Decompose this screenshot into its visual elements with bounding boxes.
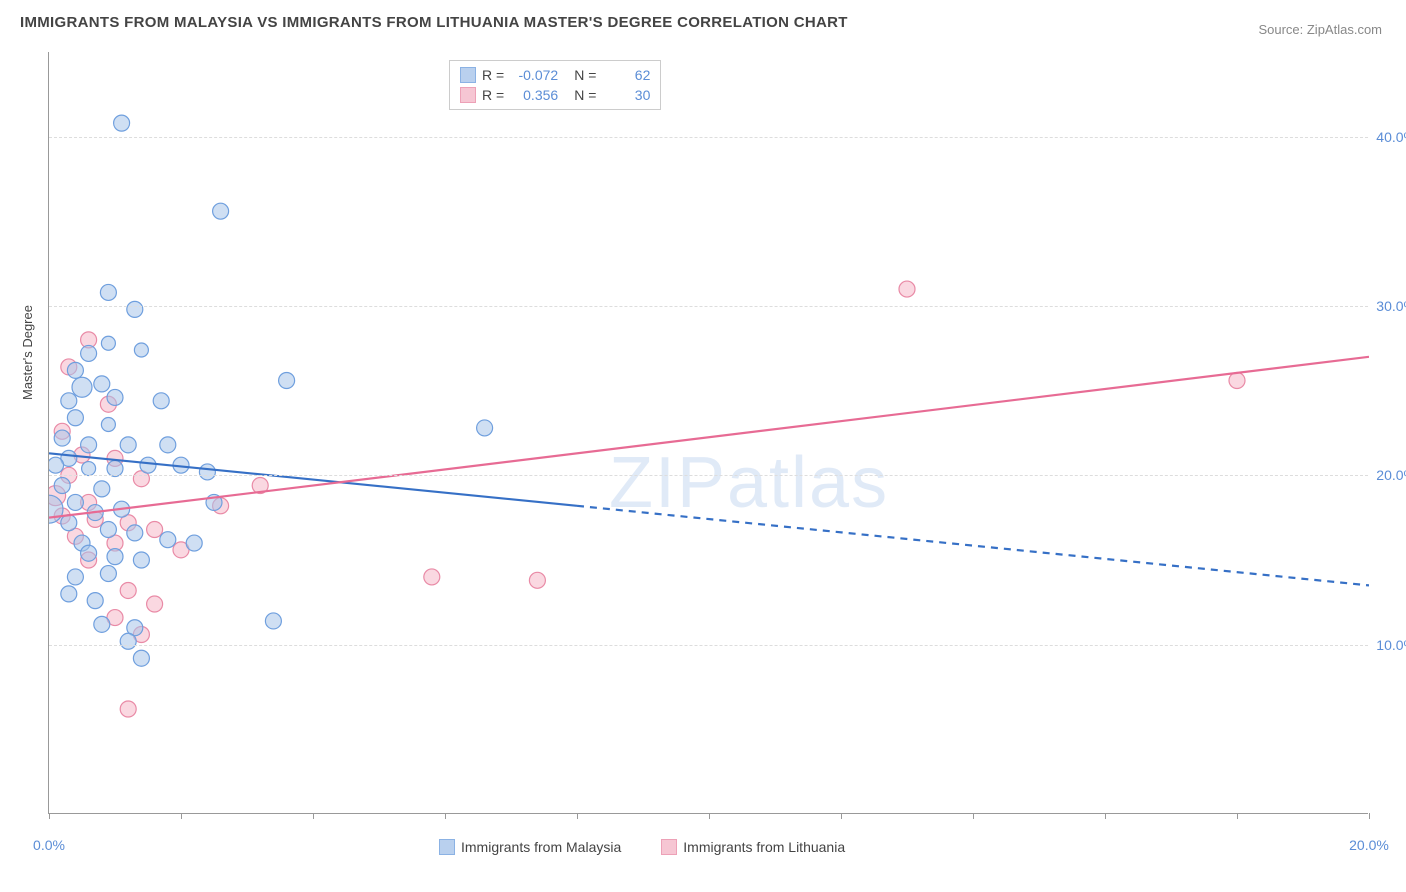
legend-stats-row-lithuania: R = 0.356 N = 30 [460, 85, 650, 105]
x-tick [841, 813, 842, 819]
lithuania-r-value: 0.356 [510, 85, 558, 105]
scatter-plot [49, 52, 1369, 814]
legend-stats-row-malaysia: R = -0.072 N = 62 [460, 65, 650, 85]
n-label: N = [574, 85, 596, 105]
malaysia-swatch-icon [439, 839, 455, 855]
x-tick [181, 813, 182, 819]
lithuania-swatch-icon [460, 87, 476, 103]
x-tick [1105, 813, 1106, 819]
x-tick [1369, 813, 1370, 819]
chart-area: ZIPatlas R = -0.072 N = 62 R = 0.356 N =… [48, 52, 1368, 814]
x-tick [445, 813, 446, 819]
gridline [49, 137, 1368, 138]
x-tick [577, 813, 578, 819]
gridline [49, 475, 1368, 476]
legend-series: Immigrants from Malaysia Immigrants from… [439, 839, 845, 855]
malaysia-label: Immigrants from Malaysia [461, 839, 621, 855]
y-tick-label: 40.0% [1372, 129, 1406, 145]
x-tick [973, 813, 974, 819]
malaysia-n-value: 62 [602, 65, 650, 85]
malaysia-swatch-icon [460, 67, 476, 83]
lithuania-label: Immigrants from Lithuania [683, 839, 845, 855]
lithuania-n-value: 30 [602, 85, 650, 105]
gridline [49, 306, 1368, 307]
x-tick [1237, 813, 1238, 819]
x-tick [313, 813, 314, 819]
malaysia-r-value: -0.072 [510, 65, 558, 85]
legend-item-malaysia: Immigrants from Malaysia [439, 839, 621, 855]
source-label: Source: ZipAtlas.com [1258, 22, 1382, 37]
y-tick-label: 20.0% [1372, 467, 1406, 483]
y-tick-label: 10.0% [1372, 637, 1406, 653]
x-tick [49, 813, 50, 819]
y-axis-label: Master's Degree [20, 305, 35, 400]
x-tick-label: 20.0% [1349, 837, 1389, 853]
legend-item-lithuania: Immigrants from Lithuania [661, 839, 845, 855]
n-label: N = [574, 65, 596, 85]
legend-stats: R = -0.072 N = 62 R = 0.356 N = 30 [449, 60, 661, 110]
chart-title: IMMIGRANTS FROM MALAYSIA VS IMMIGRANTS F… [20, 14, 848, 31]
r-label: R = [482, 65, 504, 85]
lithuania-swatch-icon [661, 839, 677, 855]
x-tick-label: 0.0% [33, 837, 65, 853]
x-tick [709, 813, 710, 819]
r-label: R = [482, 85, 504, 105]
y-tick-label: 30.0% [1372, 298, 1406, 314]
gridline [49, 645, 1368, 646]
